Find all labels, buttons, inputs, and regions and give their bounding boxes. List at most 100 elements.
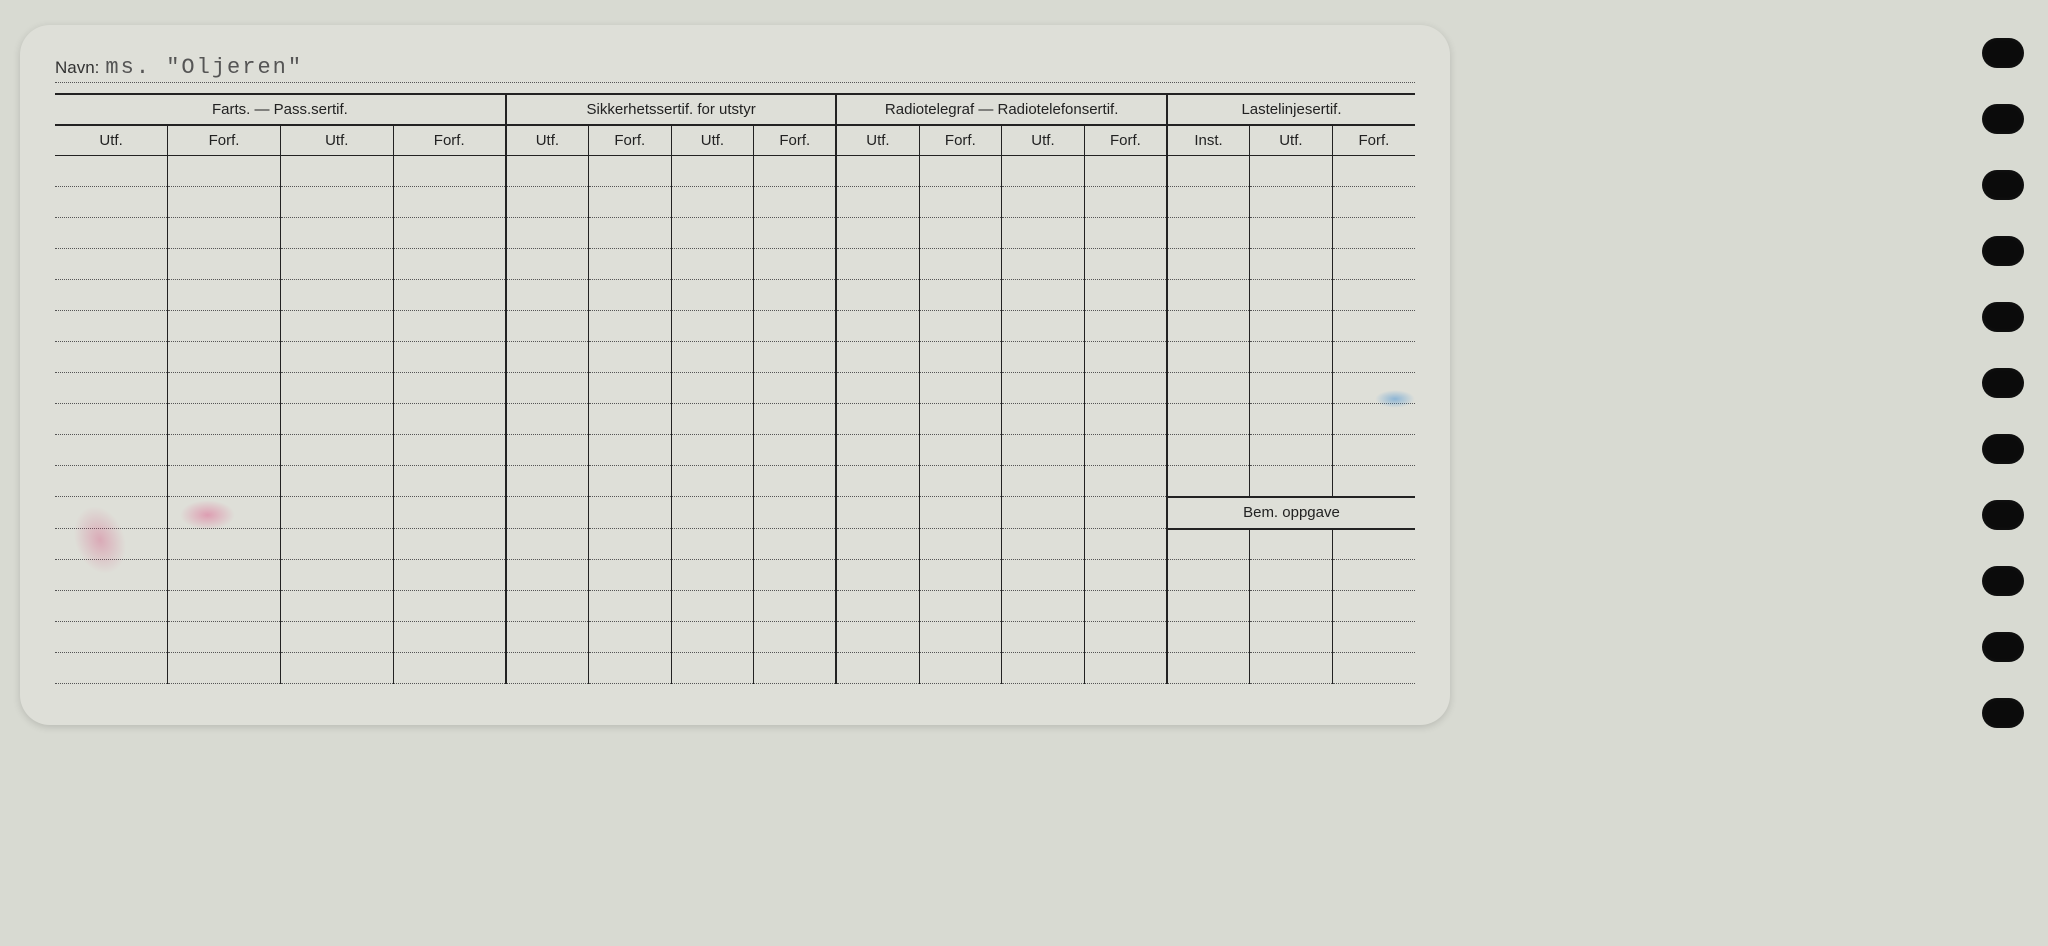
table-cell <box>1084 435 1167 466</box>
table-cell <box>754 529 837 560</box>
table-cell <box>393 404 506 435</box>
table-cell <box>1332 187 1415 218</box>
table-cell <box>671 497 754 529</box>
table-row <box>55 156 1415 187</box>
table-cell <box>1084 249 1167 280</box>
table-cell <box>280 187 393 218</box>
table-cell <box>1002 529 1085 560</box>
table-cell <box>671 653 754 684</box>
table-cell <box>393 653 506 684</box>
table-cell <box>836 187 919 218</box>
table-cell <box>588 404 671 435</box>
table-cell <box>588 560 671 591</box>
table-cell <box>280 249 393 280</box>
table-cell <box>588 622 671 653</box>
table-row <box>55 311 1415 342</box>
table-cell <box>754 187 837 218</box>
table-cell <box>671 404 754 435</box>
table-cell <box>1084 404 1167 435</box>
table-cell <box>280 156 393 187</box>
table-cell <box>280 497 393 529</box>
table-cell <box>1250 280 1333 311</box>
table-cell <box>1332 218 1415 249</box>
table-cell <box>588 249 671 280</box>
col-header: Utf. <box>836 125 919 156</box>
table-cell <box>754 622 837 653</box>
table-cell <box>55 591 168 622</box>
table-cell <box>1002 435 1085 466</box>
table-cell <box>919 435 1002 466</box>
table-cell <box>671 249 754 280</box>
table-cell <box>836 249 919 280</box>
table-cell <box>754 653 837 684</box>
col-header: Forf. <box>588 125 671 156</box>
table-cell <box>55 311 168 342</box>
table-cell <box>55 653 168 684</box>
table-cell <box>393 435 506 466</box>
table-cell <box>506 653 589 684</box>
table-cell <box>671 529 754 560</box>
table-cell <box>1332 653 1415 684</box>
table-cell <box>754 311 837 342</box>
table-cell <box>754 249 837 280</box>
table-cell <box>1167 404 1250 435</box>
table-cell <box>1250 560 1333 591</box>
table-cell <box>55 404 168 435</box>
table-cell <box>55 435 168 466</box>
bem-oppgave-row: Bem. oppgave <box>55 497 1415 529</box>
table-cell <box>1002 497 1085 529</box>
table-cell <box>168 497 281 529</box>
table-cell <box>1084 497 1167 529</box>
table-cell <box>55 373 168 404</box>
table-cell <box>1332 311 1415 342</box>
table-cell <box>280 435 393 466</box>
punch-hole <box>1982 170 2024 200</box>
table-cell <box>393 342 506 373</box>
table-cell <box>1084 591 1167 622</box>
table-cell <box>393 466 506 497</box>
table-cell <box>671 622 754 653</box>
table-cell <box>671 435 754 466</box>
table-cell <box>588 653 671 684</box>
col-header: Utf. <box>1002 125 1085 156</box>
col-header: Forf. <box>1332 125 1415 156</box>
table-cell <box>393 187 506 218</box>
table-cell <box>393 529 506 560</box>
table-row <box>55 373 1415 404</box>
table-cell <box>1250 466 1333 497</box>
table-cell <box>1332 156 1415 187</box>
table-cell <box>1250 404 1333 435</box>
table-row <box>55 249 1415 280</box>
table-cell <box>588 591 671 622</box>
table-cell <box>836 435 919 466</box>
table-cell <box>588 373 671 404</box>
punch-hole <box>1982 698 2024 728</box>
table-cell <box>919 373 1002 404</box>
table-cell <box>671 280 754 311</box>
table-cell <box>671 187 754 218</box>
table-cell <box>1332 560 1415 591</box>
table-cell <box>919 404 1002 435</box>
table-cell <box>280 373 393 404</box>
table-cell <box>836 591 919 622</box>
table-cell <box>168 435 281 466</box>
table-cell <box>836 529 919 560</box>
table-row <box>55 653 1415 684</box>
col-header: Forf. <box>919 125 1002 156</box>
table-cell <box>1002 249 1085 280</box>
table-cell <box>588 466 671 497</box>
table-cell <box>671 156 754 187</box>
table-cell <box>754 156 837 187</box>
table-cell <box>1332 373 1415 404</box>
table-cell <box>1250 156 1333 187</box>
table-cell <box>1250 218 1333 249</box>
punch-hole <box>1982 566 2024 596</box>
table-cell <box>393 218 506 249</box>
table-cell <box>168 404 281 435</box>
table-cell <box>1167 435 1250 466</box>
table-cell <box>168 218 281 249</box>
table-row <box>55 435 1415 466</box>
table-cell <box>588 311 671 342</box>
table-cell <box>1002 156 1085 187</box>
table-cell <box>506 497 589 529</box>
